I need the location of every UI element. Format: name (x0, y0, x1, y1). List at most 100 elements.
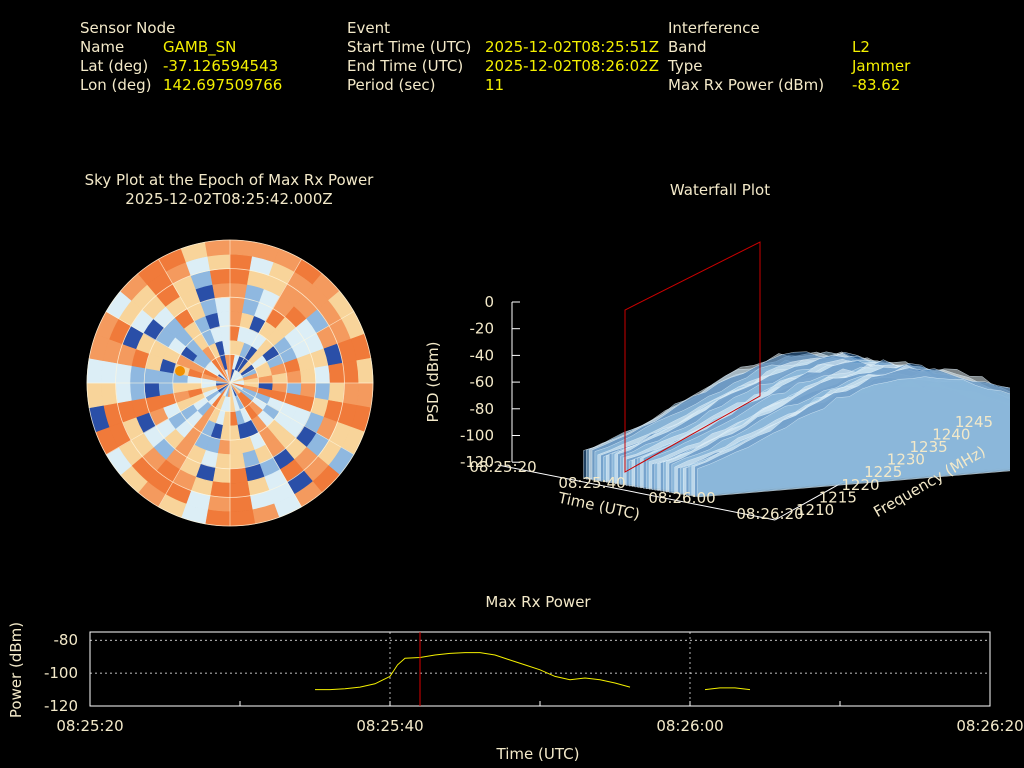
event-period-value: 11 (485, 76, 505, 94)
skyplot-cell (342, 360, 360, 384)
interference-maxrx-value: -83.62 (852, 76, 901, 94)
skyplot-spoke (158, 258, 231, 384)
sensor-lat-value: -37.126594543 (163, 57, 279, 75)
waterfall-x-label: Time (UTC) (556, 488, 642, 523)
interference-type-label: Type (668, 57, 703, 75)
skyplot-cell (115, 382, 132, 404)
sensor-lon-label: Lon (deg) (80, 76, 152, 94)
skyplot-cell (209, 481, 231, 498)
waterfall-y-tick-label: 1210 (796, 501, 834, 519)
waterfall-y-tick-label: 1225 (864, 463, 902, 481)
waterfall-y-tick-label: 1215 (819, 488, 857, 506)
waterfall-time-axis (497, 464, 776, 521)
skyplot-cell (229, 268, 251, 285)
sensor-node-title: Sensor Node (80, 19, 176, 37)
skyplot-cell (229, 495, 253, 513)
interference-maxrx-label: Max Rx Power (dBm) (668, 76, 825, 94)
skyplot-chart (86, 239, 374, 527)
skyplot-spoke (158, 382, 231, 508)
waterfall-z-tick-label: -40 (470, 346, 495, 364)
skyplot-cell (214, 296, 231, 313)
skyplot-cell (158, 382, 175, 396)
maxrx-x-tick-label: 08:25:40 (356, 717, 423, 735)
maxrx-chart: -80 -100 -120 08:25:20 08:25:40 08:26:00 08:26… (7, 622, 1024, 763)
skyplot-cell (86, 357, 104, 384)
waterfall-chart: 0 -20 -40 -60 -80 -100 -120 PSD (dBm) 08:25:20 08… (424, 241, 1010, 524)
event-end-value: 2025-12-02T08:26:02Z (485, 57, 659, 75)
sensor-lon-value: 142.697509766 (163, 76, 283, 94)
skyplot-cell (100, 382, 118, 406)
sensor-lat-label: Lat (deg) (80, 57, 149, 75)
skyplot-title: Sky Plot at the Epoch of Max Rx Power (84, 171, 374, 189)
maxrx-y-tick-label: -100 (44, 664, 78, 682)
waterfall-z-tick-label: -80 (470, 400, 495, 418)
skyplot-cell (207, 495, 231, 513)
waterfall-y-tick-label: 1245 (955, 413, 993, 431)
waterfall-z-tick-label: -120 (460, 453, 494, 471)
waterfall-slice (697, 376, 1010, 498)
maxrx-series-line (704, 687, 751, 691)
waterfall-z-tick-label: 0 (484, 293, 494, 311)
event-title: Event (347, 19, 390, 37)
maxrx-title: Max Rx Power (485, 593, 591, 611)
skyplot-cell (207, 253, 231, 271)
skyplot-cell (342, 382, 360, 406)
skyplot-spoke (229, 382, 355, 455)
interference-band-value: L2 (852, 38, 870, 56)
skyplot-cell (229, 253, 253, 271)
skyplot-cell (143, 382, 160, 399)
skyplot-cell (204, 509, 231, 527)
interference-band-label: Band (668, 38, 707, 56)
waterfall-title: Waterfall Plot (669, 181, 771, 199)
skyplot-cell (229, 509, 256, 527)
waterfall-z-label: PSD (dBm) (424, 341, 442, 422)
event-start-value: 2025-12-02T08:25:51Z (485, 38, 659, 56)
maxrx-y-tick-label: -120 (44, 697, 78, 715)
sensor-name-label: Name (80, 38, 125, 56)
skyplot-cell (229, 282, 248, 299)
event-end-label: End Time (UTC) (347, 57, 464, 75)
interference-title: Interference (668, 19, 760, 37)
skyplot-cell (229, 453, 246, 470)
maxrx-frame (89, 631, 991, 707)
maxrx-y-tick-label: -80 (54, 631, 79, 649)
skyplot-cell (229, 438, 243, 455)
sensor-name-value: GAMB_SN (163, 38, 237, 56)
waterfall-z-tick-label: -60 (470, 373, 495, 391)
waterfall-surface (583, 351, 1010, 498)
skyplot-spoke (105, 382, 231, 455)
skyplot-spoke (229, 258, 302, 384)
maxrx-series-line (315, 652, 631, 691)
event-start-label: Start Time (UTC) (347, 38, 472, 56)
skyplot-cell (212, 467, 231, 484)
skyplot-cell (314, 382, 331, 401)
skyplot-cell (212, 282, 231, 299)
skyplot-spoke (229, 311, 355, 384)
skyplot-cell (285, 370, 302, 384)
skyplot-cell (129, 365, 146, 384)
waterfall-y-tick-label: 1235 (910, 438, 948, 456)
skyplot-cell (314, 365, 331, 384)
skyplot-subtitle: 2025-12-02T08:25:42.000Z (125, 190, 333, 208)
skyplot-cell (115, 362, 132, 384)
skyplot-cell (356, 382, 374, 409)
skyplot-cell (100, 360, 118, 384)
skyplot-cell (209, 268, 231, 285)
skyplot-cell (229, 239, 256, 257)
skyplot-hotspot (175, 366, 185, 376)
skyplot-cell (229, 467, 248, 484)
maxrx-y-label: Power (dBm) (7, 622, 25, 718)
skyplot-cell (86, 382, 104, 409)
waterfall-x-tick-label: 08:25:20 (469, 458, 536, 476)
waterfall-z-tick-label: -100 (460, 427, 494, 445)
interference-type-value: Jammer (852, 57, 911, 75)
skyplot-cell (300, 367, 317, 384)
waterfall-marker-plane (624, 241, 761, 473)
maxrx-x-label: Time (UTC) (496, 745, 580, 763)
event-period-label: Period (sec) (347, 76, 436, 94)
skyplot-cell (356, 357, 374, 384)
skyplot-spoke (229, 382, 302, 508)
waterfall-x-tick-label: 08:26:00 (648, 489, 715, 507)
skyplot-cell (328, 382, 345, 404)
skyplot-spoke (105, 311, 231, 384)
